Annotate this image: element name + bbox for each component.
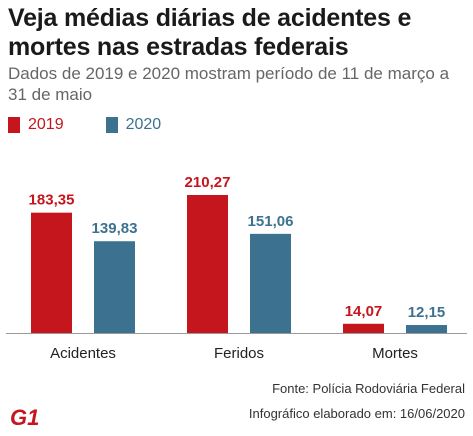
data-label-feridos-2020: 151,06	[248, 213, 294, 230]
x-tick-label-feridos: Feridos	[214, 345, 264, 362]
legend: 2019 2020	[8, 114, 203, 136]
data-label-mortes-2019: 14,07	[345, 303, 383, 320]
svg-text:G1: G1	[10, 405, 39, 429]
bar-mortes-2019	[343, 323, 384, 333]
bar-mortes-2020	[406, 325, 447, 333]
data-label-feridos-2019: 210,27	[185, 174, 231, 191]
legend-item-2020: 2020	[105, 116, 162, 134]
bar-feridos-2019	[187, 195, 228, 333]
x-tick-label-mortes: Mortes	[372, 345, 418, 362]
bar-feridos-2020	[250, 233, 291, 333]
legend-label-2020: 2020	[125, 116, 162, 133]
data-label-acidentes-2019: 183,35	[29, 192, 75, 209]
bar-chart: 183,35 139,83 Acidentes 210,27 151,06 Feridos…	[6, 174, 467, 362]
g1-logo: G1	[10, 405, 39, 429]
data-label-mortes-2020: 12,15	[408, 304, 446, 321]
credit-note: Infográfico elaborado em: 16/06/2020	[248, 406, 465, 421]
legend-item-2019: 2019	[8, 116, 64, 134]
chart-title: Veja médias diárias de acidentes e morte…	[8, 4, 412, 61]
bar-acidentes-2020	[94, 241, 135, 333]
bar-acidentes-2019	[31, 212, 72, 333]
chart-subtitle: Dados de 2019 e 2020 mostram período de …	[8, 64, 450, 104]
legend-swatch-2020	[105, 117, 118, 133]
x-tick-label-acidentes: Acidentes	[50, 345, 116, 362]
data-label-acidentes-2020: 139,83	[92, 220, 138, 237]
source-note: Fonte: Polícia Rodoviária Federal	[272, 381, 465, 396]
legend-swatch-2019	[8, 117, 20, 133]
legend-label-2019: 2019	[28, 116, 64, 133]
